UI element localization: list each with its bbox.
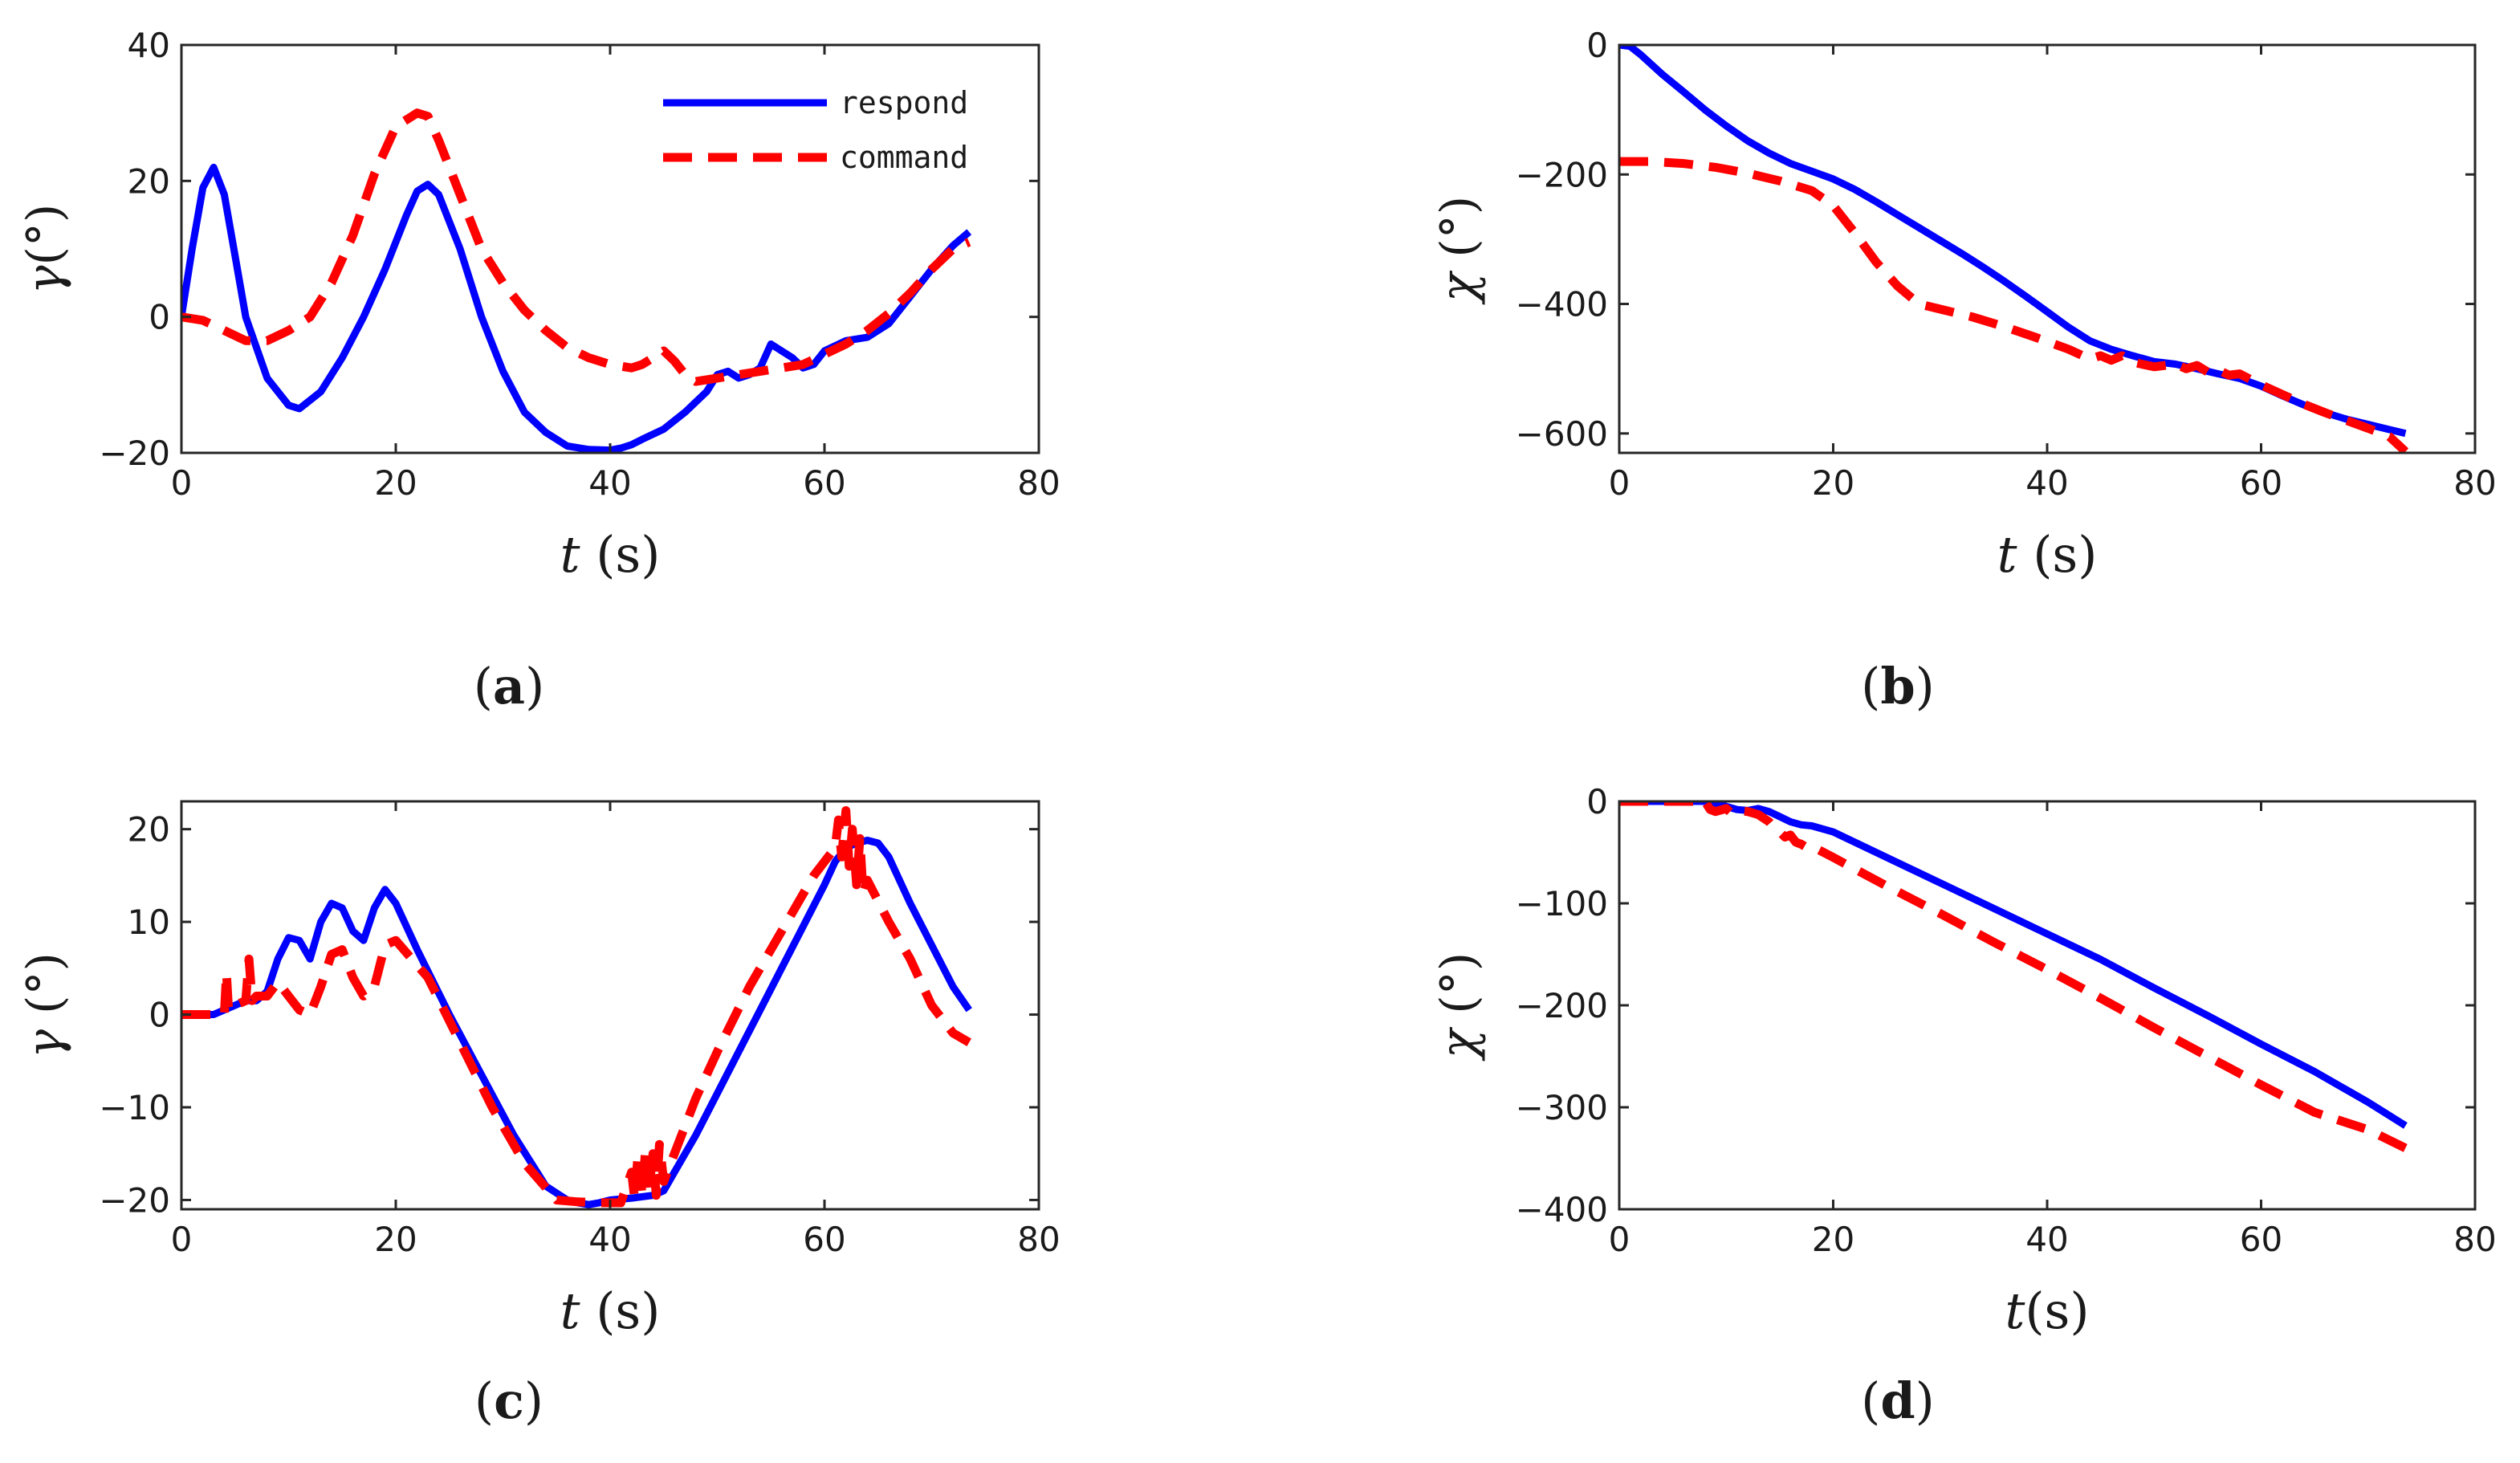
series-line-respond (1619, 45, 2407, 438)
y-axis-symbol: γ (17, 1029, 73, 1058)
y-axis-unit: (°) (17, 204, 73, 266)
caption-open-paren: ( (474, 657, 493, 715)
x-tick-label: 60 (2240, 1220, 2282, 1259)
y-tick-label: −100 (1516, 884, 1608, 923)
series-line-respond (181, 837, 972, 1208)
legend-label-command: command (840, 140, 968, 175)
x-axis-symbol: t (2005, 1282, 2025, 1340)
y-tick-label: −200 (1516, 155, 1608, 194)
y-axis-label: γ (°) (17, 952, 73, 1058)
y-tick-label: 40 (128, 26, 170, 65)
y-tick-label: −200 (1516, 986, 1608, 1025)
x-tick-label: 0 (171, 463, 193, 503)
x-tick-label: 40 (2025, 1220, 2068, 1259)
y-tick-label: −20 (99, 1180, 170, 1220)
series-line-command (1619, 157, 2409, 453)
x-tick-label: 20 (374, 463, 417, 503)
caption-letter: b (1880, 657, 1915, 715)
caption-letter: a (493, 657, 525, 715)
x-tick-label: 20 (1812, 463, 1854, 503)
caption-open-paren: ( (1861, 657, 1880, 715)
x-tick-label: 60 (803, 1220, 845, 1259)
plot-frame (1618, 800, 2477, 1211)
y-tick-label: 0 (149, 996, 170, 1035)
panel-caption: (b) (1861, 657, 1935, 715)
series-line-command (181, 108, 971, 386)
y-axis-symbol: γ (17, 265, 73, 294)
caption-open-paren: ( (474, 1371, 494, 1430)
y-axis-label: χ (°) (1431, 952, 1487, 1062)
x-tick-label: 40 (588, 1220, 631, 1259)
x-tick-label: 40 (2025, 463, 2068, 503)
y-tick-label: 20 (128, 161, 170, 201)
panel-c: 0 20 40 60 80 −20 −10 0 10 20 γ (°) t (s) (c) (17, 800, 1061, 1430)
x-tick-label: 80 (1017, 463, 1060, 503)
y-tick-label: −10 (99, 1088, 170, 1127)
x-tick-label: 60 (2240, 463, 2282, 503)
panel-caption: (d) (1861, 1371, 1935, 1430)
y-axis-unit: (°) (1431, 196, 1487, 273)
x-axis-unit: (s) (580, 525, 661, 584)
panel-caption: (a) (474, 657, 545, 715)
x-tick-label: 40 (588, 463, 631, 503)
caption-letter: c (494, 1371, 524, 1430)
x-tick-label: 20 (1812, 1220, 1854, 1259)
x-tick-label: 0 (1609, 463, 1630, 503)
y-tick-label: −300 (1516, 1088, 1608, 1127)
y-tick-label: 10 (128, 903, 170, 942)
x-axis-label: t(s) (2005, 1282, 2089, 1340)
x-tick-label: 80 (2453, 1220, 2496, 1259)
y-axis-label: γ(°) (17, 204, 73, 295)
series-line-respond (181, 163, 972, 453)
legend: respond command (663, 85, 968, 175)
x-tick-label: 20 (374, 1220, 417, 1259)
plot-frame (1618, 43, 2477, 454)
y-axis-symbol: χ (1431, 1026, 1487, 1062)
y-axis-unit: (°) (1431, 952, 1487, 1029)
caption-close-paren: ) (1915, 657, 1935, 715)
x-axis-label: t (s) (1997, 525, 2098, 584)
x-axis-symbol: t (560, 1282, 580, 1340)
series-line-respond (1619, 801, 2408, 1129)
y-axis-label: χ (°) (1431, 196, 1487, 305)
series-line-command (181, 806, 971, 1208)
y-tick-label: 0 (149, 298, 170, 337)
x-tick-label: 0 (171, 1220, 193, 1259)
caption-letter: d (1880, 1371, 1915, 1430)
x-axis-label: t (s) (560, 1282, 661, 1340)
y-tick-label: 20 (128, 810, 170, 850)
y-tick-label: 0 (1586, 782, 1608, 821)
x-tick-label: 0 (1609, 1220, 1630, 1259)
y-tick-label: −400 (1516, 285, 1608, 324)
x-tick-label: 80 (1017, 1220, 1060, 1259)
y-tick-label: −400 (1516, 1190, 1608, 1229)
y-axis-unit: (°) (17, 952, 73, 1029)
x-axis-label: t (s) (560, 525, 661, 584)
panel-caption: (c) (474, 1371, 543, 1430)
caption-open-paren: ( (1861, 1371, 1880, 1430)
x-tick-label: 60 (803, 463, 845, 503)
x-tick-label: 80 (2453, 463, 2496, 503)
y-axis-symbol: χ (1431, 270, 1487, 305)
panel-d: 0 20 40 60 80 −400 −300 −200 −100 0 χ (°) t(s) (d) (1431, 782, 2497, 1430)
x-axis-symbol: t (560, 525, 580, 584)
series-line-command (1619, 801, 2408, 1152)
y-tick-label: −20 (99, 434, 170, 473)
caption-close-paren: ) (525, 657, 544, 715)
x-axis-unit: (s) (580, 1282, 661, 1340)
y-tick-label: −600 (1516, 414, 1608, 454)
panel-b: 0 20 40 60 80 −600 −400 −200 0 χ (°) t (s) (b) (1431, 26, 2497, 715)
y-tick-label: 0 (1586, 26, 1608, 65)
caption-close-paren: ) (1915, 1371, 1935, 1430)
x-axis-symbol: t (1997, 525, 2017, 584)
x-axis-unit: (s) (2017, 525, 2098, 584)
legend-label-respond: respond (840, 85, 968, 120)
caption-close-paren: ) (524, 1371, 543, 1430)
x-axis-unit: (s) (2025, 1282, 2089, 1340)
